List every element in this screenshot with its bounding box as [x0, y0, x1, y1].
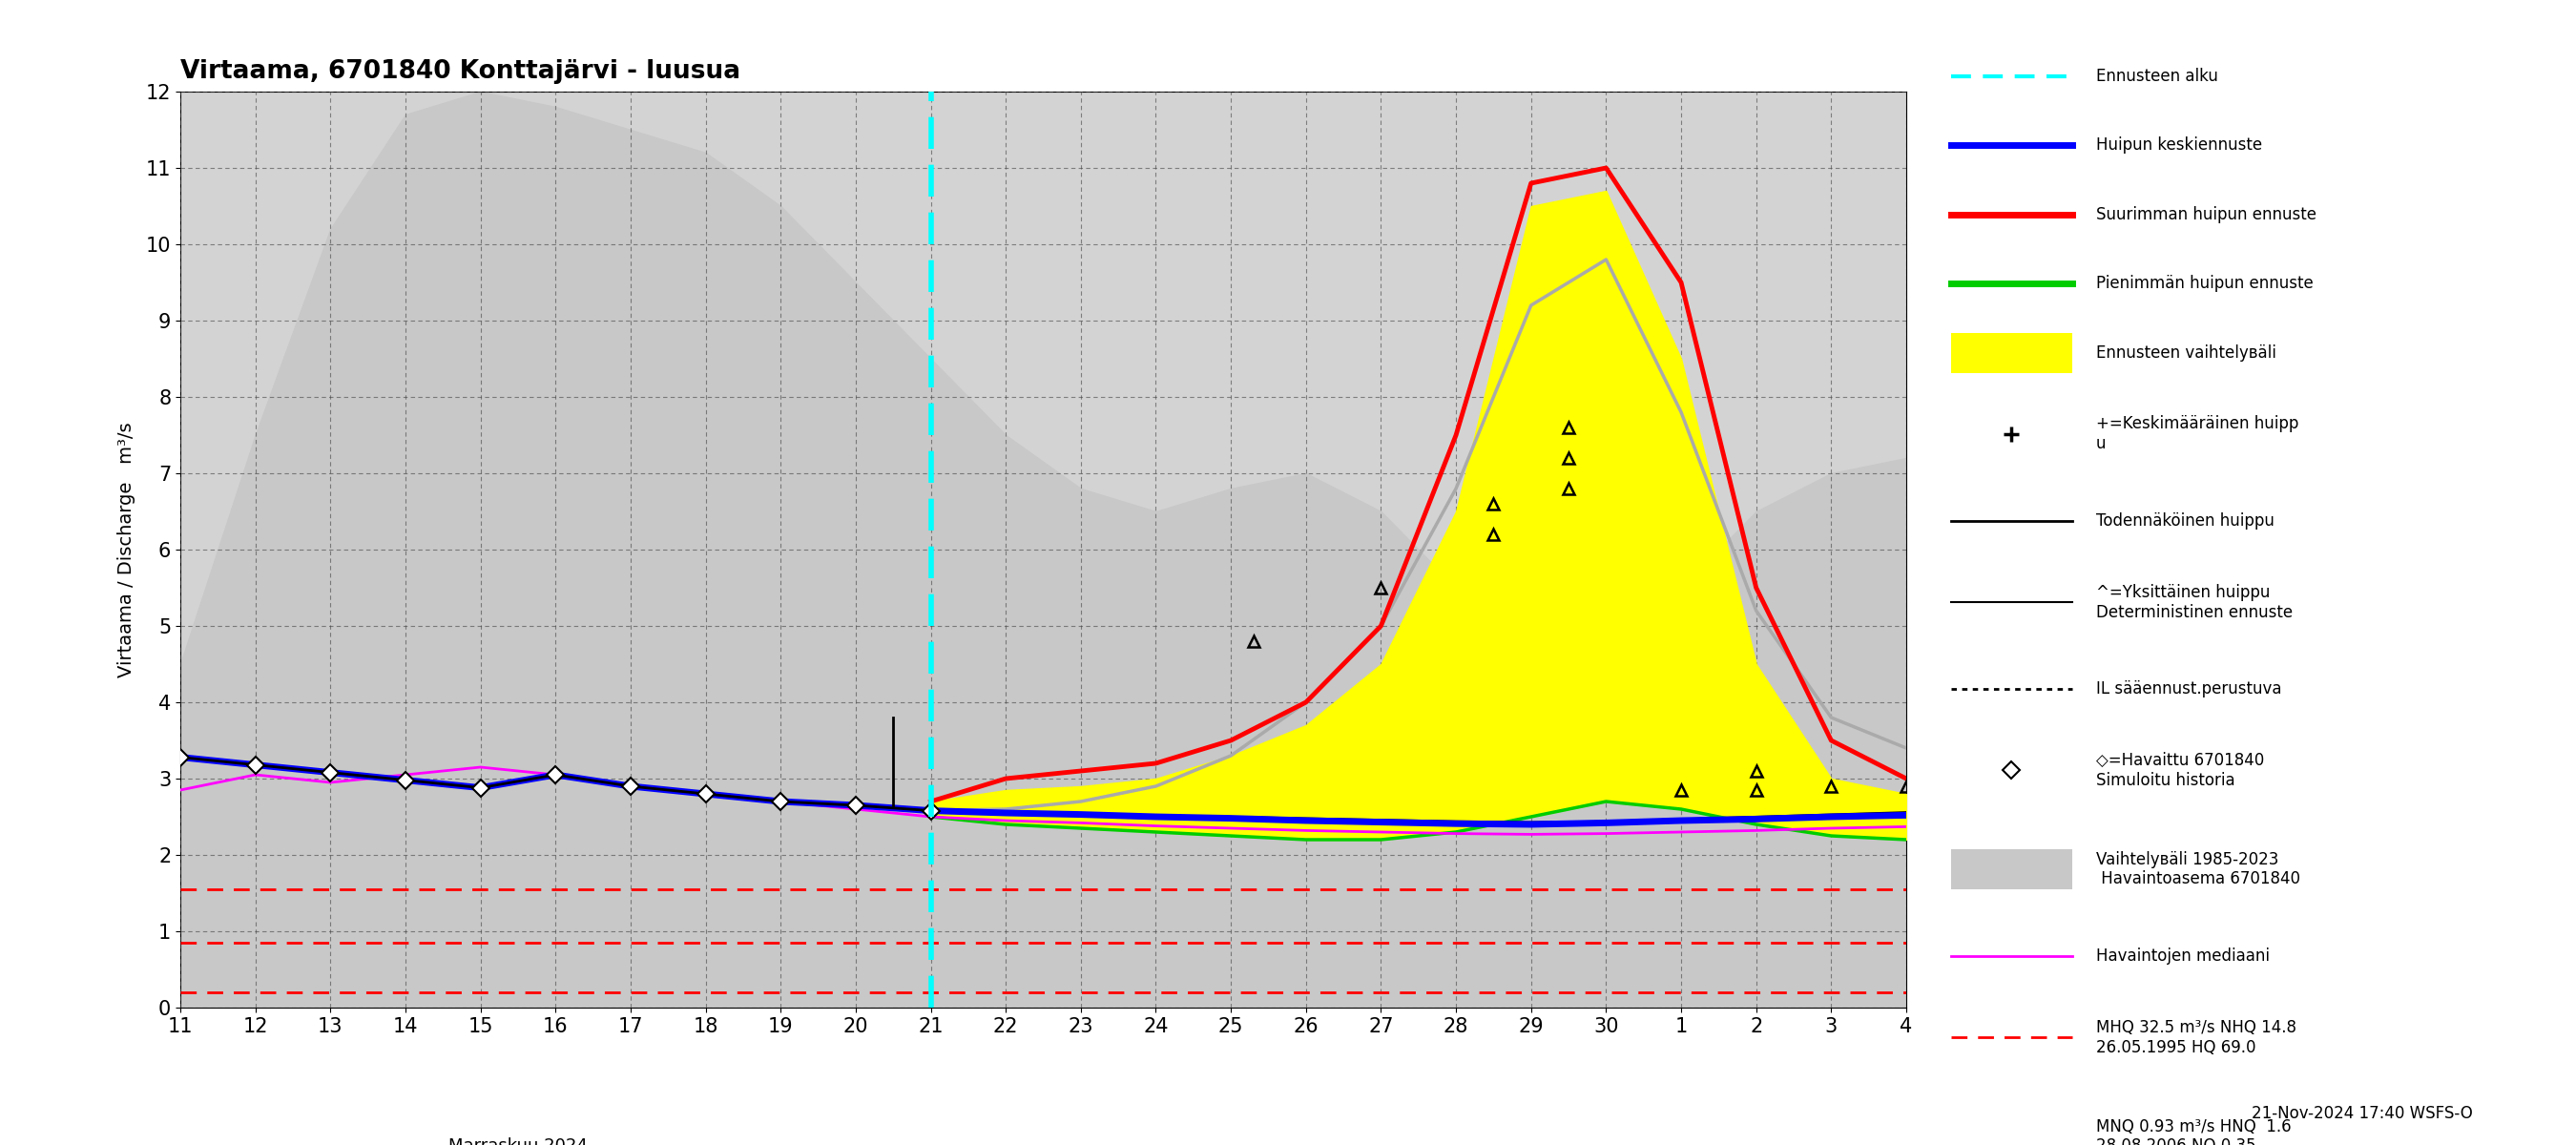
Text: MNQ 0.93 m³/s HNQ  1.6
28.08.2006 NQ 0.35: MNQ 0.93 m³/s HNQ 1.6 28.08.2006 NQ 0.35 — [2097, 1118, 2293, 1145]
Y-axis label: Virtaama / Discharge   m³/s: Virtaama / Discharge m³/s — [116, 421, 134, 678]
Text: Suurimman huipun ennuste: Suurimman huipun ennuste — [2097, 206, 2316, 223]
Text: Pienimmän huipun ennuste: Pienimmän huipun ennuste — [2097, 275, 2313, 292]
Bar — [1950, 850, 2071, 889]
Text: ^=Yksittäinen huippu
Deterministinen ennuste: ^=Yksittäinen huippu Deterministinen enn… — [2097, 584, 2293, 621]
Bar — [1950, 333, 2071, 372]
Text: +=Keskimääräinen huipp
u: +=Keskimääräinen huipp u — [2097, 416, 2298, 452]
Text: 21-Nov-2024 17:40 WSFS-O: 21-Nov-2024 17:40 WSFS-O — [2251, 1105, 2473, 1122]
Text: Ennusteen vaihtelувäli: Ennusteen vaihtelувäli — [2097, 345, 2277, 362]
Text: Marraskuu 2024: Marraskuu 2024 — [448, 1137, 587, 1145]
Text: Vaihtelувäli 1985-2023
 Havaintoasema 6701840: Vaihtelувäli 1985-2023 Havaintoasema 670… — [2097, 851, 2300, 887]
Text: Ennusteen alku: Ennusteen alku — [2097, 68, 2218, 85]
Text: IL sääennust.perustuva: IL sääennust.perustuva — [2097, 680, 2282, 697]
Text: ◇=Havaittu 6701840
Simuloitu historia: ◇=Havaittu 6701840 Simuloitu historia — [2097, 752, 2264, 789]
Text: Huipun keskiennuste: Huipun keskiennuste — [2097, 136, 2262, 153]
Text: Todennäköinen huippu: Todennäköinen huippu — [2097, 513, 2275, 530]
Text: MHQ 32.5 m³/s NHQ 14.8
26.05.1995 HQ 69.0: MHQ 32.5 m³/s NHQ 14.8 26.05.1995 HQ 69.… — [2097, 1019, 2298, 1056]
Text: Havaintojen mediaani: Havaintojen mediaani — [2097, 948, 2269, 965]
Text: Virtaama, 6701840 Konttajärvi - luusua: Virtaama, 6701840 Konttajärvi - luusua — [180, 60, 739, 84]
